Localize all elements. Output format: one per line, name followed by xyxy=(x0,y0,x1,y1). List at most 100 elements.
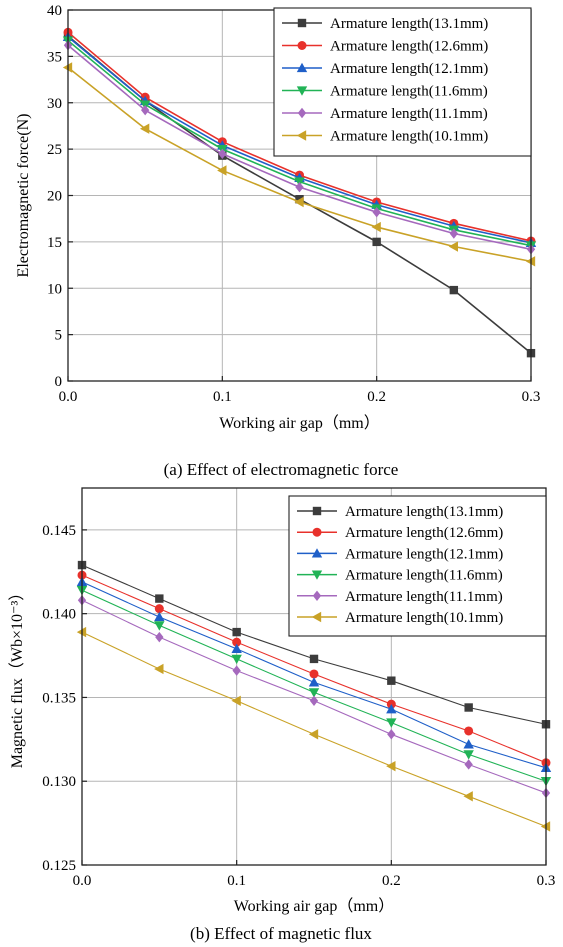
legend-item: Armature length(11.6mm) xyxy=(297,568,503,584)
data-point xyxy=(218,148,227,159)
data-point xyxy=(308,729,319,740)
data-point xyxy=(463,739,474,749)
data-point xyxy=(448,241,458,252)
y-tick-label: 40 xyxy=(47,3,62,19)
data-point xyxy=(386,760,396,772)
legend-swatch-marker xyxy=(311,548,323,558)
data-point xyxy=(295,181,304,193)
legend-swatch-marker xyxy=(296,62,308,73)
legend-item: Armature length(11.1mm) xyxy=(297,589,503,605)
data-point xyxy=(372,206,381,218)
data-point xyxy=(309,654,319,664)
legend-item: Armature length(13.1mm) xyxy=(282,16,488,32)
y-axis-label: Magnetic flux（Wb×10⁻³） xyxy=(8,585,26,769)
data-point xyxy=(308,688,320,698)
y-tick-label: 5 xyxy=(55,328,63,344)
figure-caption: (a) Effect of electromagnetic force xyxy=(164,460,399,479)
legend-item: Armature length(12.6mm) xyxy=(297,525,503,541)
series-5 xyxy=(63,40,536,255)
legend-item: Armature length(12.6mm) xyxy=(282,39,488,55)
y-tick-label: 25 xyxy=(47,142,62,158)
data-point xyxy=(371,221,381,233)
data-point xyxy=(231,654,242,665)
series-5 xyxy=(77,595,551,799)
legend: Armature length(13.1mm) Armature length(1… xyxy=(273,7,532,157)
x-tick-label: 0.2 xyxy=(367,389,386,405)
legend-swatch-marker xyxy=(297,41,307,50)
data-point xyxy=(154,621,165,631)
data-point xyxy=(464,726,474,736)
legend-swatch-marker xyxy=(311,611,322,623)
data-point xyxy=(387,676,396,685)
data-point xyxy=(449,285,459,295)
legend-label: Armature length(11.6mm) xyxy=(345,568,503,584)
legend-label: Armature length(12.6mm) xyxy=(345,525,503,541)
legend-swatch-marker xyxy=(297,18,307,28)
data-point xyxy=(231,695,241,706)
y-tick-label: 0.130 xyxy=(42,774,76,790)
chart-b: 0.0 0.1 0.2 0.3 0.125 0.130 0.135 0.140 0.145 Wor… xyxy=(8,487,556,943)
y-tick-label: 0.125 xyxy=(42,858,76,874)
legend-box xyxy=(273,7,532,157)
data-point xyxy=(463,750,474,760)
x-tick-label: 0.2 xyxy=(382,873,401,889)
data-point xyxy=(449,228,458,239)
x-tick-label: 0.3 xyxy=(537,873,556,889)
legend-swatch-marker xyxy=(297,107,307,119)
series-3 xyxy=(76,576,552,772)
legend-label: Armature length(12.1mm) xyxy=(345,546,503,562)
legend-box xyxy=(288,495,547,637)
figure-caption: (b) Effect of magnetic flux xyxy=(190,924,372,943)
legend-item: Armature length(12.1mm) xyxy=(282,61,488,77)
y-tick-label: 0.140 xyxy=(42,607,76,623)
legend-item: Armature length(13.1mm) xyxy=(297,504,503,520)
data-point xyxy=(308,677,320,687)
data-point xyxy=(155,594,164,603)
data-point xyxy=(232,665,241,676)
data-point xyxy=(309,669,319,679)
legend-swatch-marker xyxy=(312,527,322,537)
legend-label: Armature length(13.1mm) xyxy=(345,504,503,520)
legend-item: Armature length(10.1mm) xyxy=(282,129,488,145)
data-point xyxy=(141,104,150,116)
legend-swatch-marker xyxy=(311,570,323,580)
legend-label: Armature length(13.1mm) xyxy=(330,16,488,32)
chart-a: 0.0 0.1 0.2 0.3 0 5 10 15 20 25 30 35 40 Working air … xyxy=(15,3,540,479)
data-point xyxy=(139,123,150,134)
legend-item: Armature length(10.1mm) xyxy=(297,610,503,626)
data-point xyxy=(154,663,164,675)
data-point xyxy=(463,791,473,802)
y-tick-label: 10 xyxy=(47,281,62,297)
legend-label: Armature length(11.1mm) xyxy=(345,589,503,605)
y-tick-label: 15 xyxy=(47,235,62,251)
legend-label: Armature length(12.1mm) xyxy=(330,61,488,77)
legend-item: Armature length(11.1mm) xyxy=(282,106,488,122)
legend-item: Armature length(11.6mm) xyxy=(282,84,488,100)
series-2 xyxy=(77,570,551,768)
data-point xyxy=(386,703,397,714)
legend-label: Armature length(10.1mm) xyxy=(330,129,488,145)
legend-item: Armature length(12.1mm) xyxy=(297,546,503,562)
y-tick-label: 30 xyxy=(47,96,62,112)
data-point xyxy=(155,631,164,643)
x-tick-label: 0.0 xyxy=(59,389,78,405)
x-tick-label: 0.1 xyxy=(213,389,232,405)
data-point xyxy=(294,196,304,208)
y-axis-label: Electromagnetic force(N) xyxy=(15,114,32,278)
legend-swatch-marker xyxy=(296,86,308,96)
data-point xyxy=(232,637,242,647)
data-point xyxy=(154,604,164,614)
data-point xyxy=(387,729,396,740)
legend-swatch-marker xyxy=(296,130,307,141)
x-axis-label: Working air gap（mm） xyxy=(234,897,394,915)
data-point xyxy=(309,695,319,706)
y-tick-label: 35 xyxy=(47,49,62,65)
data-point xyxy=(231,643,242,654)
legend-label: Armature length(11.6mm) xyxy=(330,84,488,100)
series-6 xyxy=(62,62,536,267)
x-tick-label: 0.0 xyxy=(73,873,92,889)
data-point xyxy=(464,703,473,712)
y-tick-label: 20 xyxy=(47,189,62,205)
data-point xyxy=(386,718,397,728)
y-tick-label: 0 xyxy=(55,374,63,390)
